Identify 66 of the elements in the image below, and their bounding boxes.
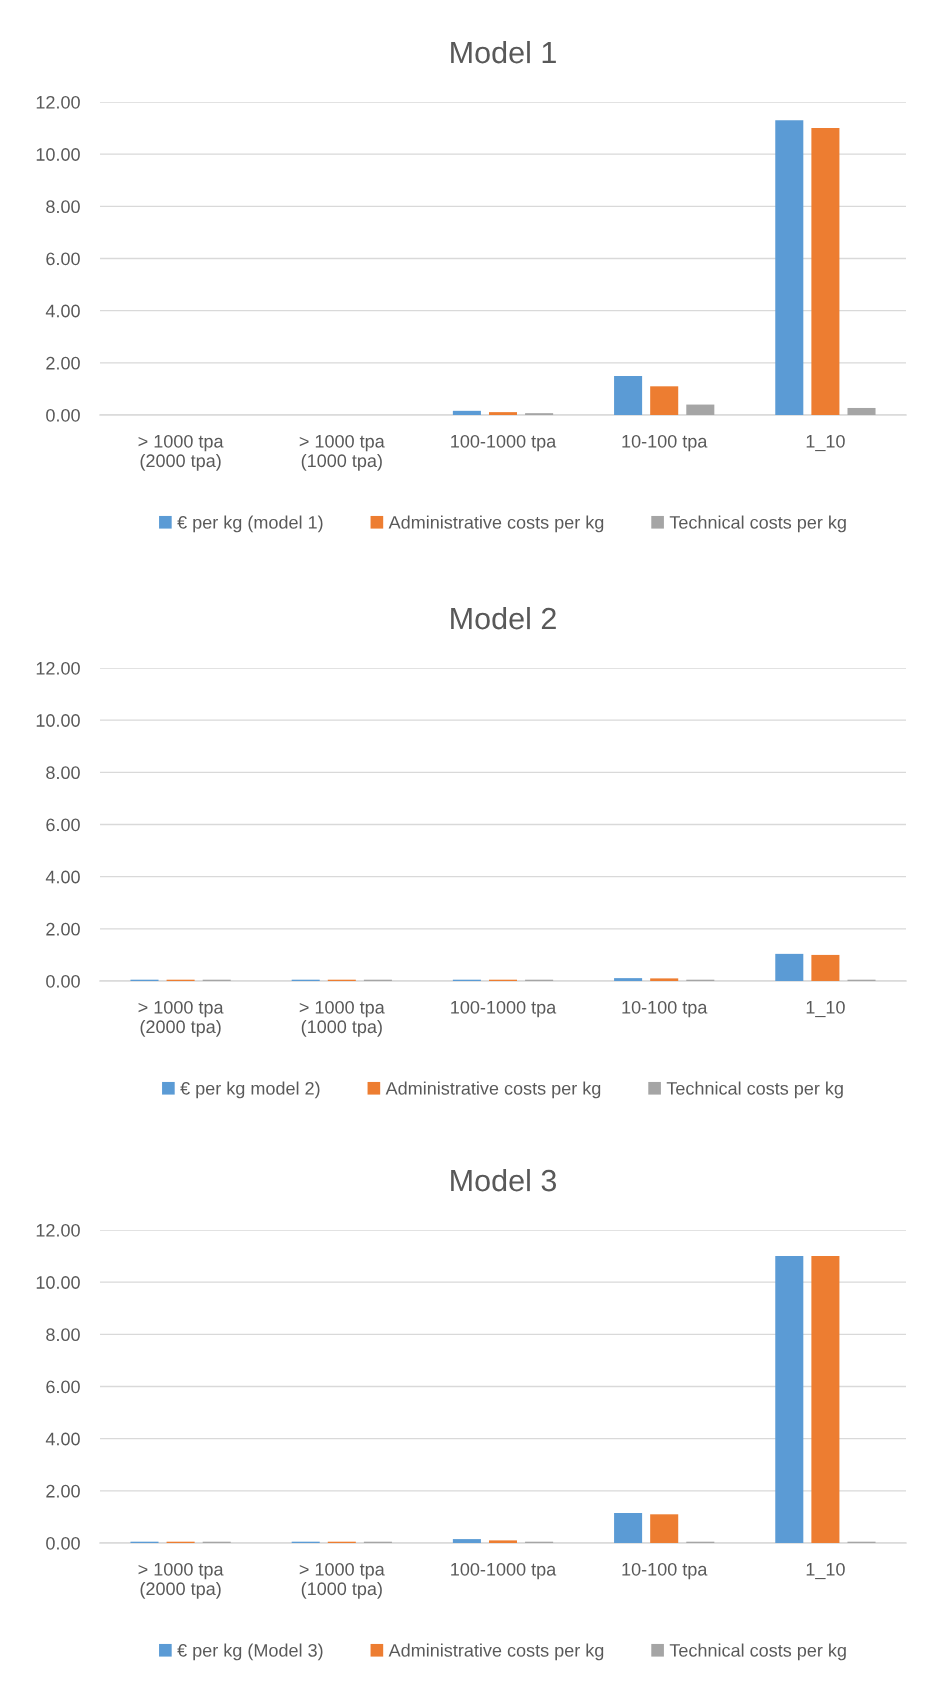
bar (775, 1256, 804, 1543)
y-tick-label: 4.00 (45, 870, 80, 884)
y-tick-label: 8.00 (46, 1328, 80, 1342)
y-tick-label: 10.00 (36, 1276, 80, 1289)
x-tick-label: 100-1000 tpa (451, 1562, 557, 1580)
bar (811, 128, 840, 415)
bar (614, 375, 643, 415)
y-tick-label: 12.00 (36, 661, 80, 675)
bar (488, 1540, 518, 1543)
y-tick-label: 0.00 (46, 974, 80, 988)
legend-label: € per kg (model 1) (177, 515, 323, 533)
bar (452, 410, 481, 415)
legend-label: Technical costs per kg (666, 1081, 843, 1099)
bar (847, 407, 876, 415)
x-tick-label: > 1000 tpa (1000 tpa) (299, 1562, 385, 1599)
y-tick-label: 6.00 (46, 1380, 80, 1394)
x-tick-label: 10-100 tpa (622, 434, 708, 452)
chart-title: Model 1 (451, 40, 556, 64)
y-tick-label: 12.00 (36, 1223, 80, 1237)
legend-label: Administrative costs per kg (385, 1081, 601, 1099)
bar (488, 412, 518, 415)
y-tick-label: 10.00 (36, 148, 80, 161)
chart-title: Model 3 (451, 1168, 557, 1192)
legend-label: Administrative costs per kg (388, 1643, 604, 1661)
y-tick-label: 2.00 (46, 922, 80, 936)
x-tick-label: 10-100 tpa (622, 1000, 708, 1018)
y-tick-label: 0.00 (46, 1536, 80, 1550)
x-tick-label: 1_10 (806, 434, 845, 452)
bar (811, 954, 840, 981)
bar (811, 1256, 840, 1543)
bar (614, 1513, 643, 1543)
y-tick-label: 8.00 (46, 200, 80, 214)
x-tick-label: > 1000 tpa (2000 tpa) (138, 1000, 224, 1037)
y-tick-label: 2.00 (46, 1484, 80, 1498)
bar (452, 1539, 481, 1543)
x-tick-label: > 1000 tpa (1000 tpa) (299, 1000, 385, 1037)
bar (650, 386, 679, 415)
bar (686, 404, 715, 415)
legend-label: Technical costs per kg (669, 515, 846, 533)
y-tick-label: 4.00 (45, 1432, 80, 1446)
bar (650, 978, 679, 981)
y-tick-label: 6.00 (46, 252, 80, 266)
x-tick-label: > 1000 tpa (2000 tpa) (138, 1562, 224, 1599)
x-tick-label: 1_10 (806, 1000, 845, 1018)
x-tick-label: 10-100 tpa (622, 1562, 708, 1580)
x-tick-label: 100-1000 tpa (451, 434, 557, 452)
x-tick-label: > 1000 tpa (2000 tpa) (138, 434, 224, 471)
bar (775, 953, 804, 981)
x-tick-label: > 1000 tpa (1000 tpa) (299, 434, 385, 471)
bar (650, 1514, 679, 1543)
y-tick-label: 12.00 (36, 95, 80, 109)
chart-title: Model 2 (451, 606, 556, 630)
x-tick-label: 100-1000 tpa (451, 1000, 557, 1018)
legend-label: Technical costs per kg (669, 1643, 846, 1661)
y-tick-label: 0.00 (46, 408, 80, 422)
legend-label: € per kg (Model 3) (177, 1643, 323, 1661)
x-tick-label: 1_10 (806, 1562, 845, 1580)
bar (614, 978, 643, 981)
y-tick-label: 8.00 (46, 766, 80, 780)
bar (775, 120, 804, 415)
legend-label: € per kg model 2) (180, 1081, 320, 1099)
y-tick-label: 2.00 (46, 356, 80, 370)
y-tick-label: 6.00 (46, 818, 80, 832)
y-tick-label: 10.00 (36, 714, 80, 727)
y-tick-label: 4.00 (45, 304, 80, 318)
legend-label: Administrative costs per kg (388, 515, 604, 533)
